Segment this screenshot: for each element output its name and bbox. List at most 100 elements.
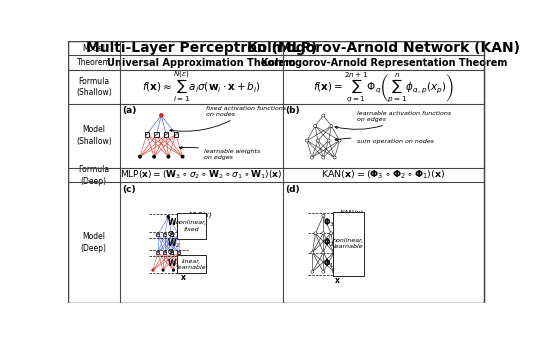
Text: MLP(x): MLP(x) [189, 211, 213, 218]
Circle shape [333, 252, 335, 254]
Circle shape [162, 269, 164, 271]
Circle shape [323, 233, 324, 234]
Circle shape [330, 232, 332, 234]
Circle shape [306, 139, 308, 141]
Text: Kolmogorov-Arnold Representation Theorem: Kolmogorov-Arnold Representation Theorem [260, 58, 507, 68]
FancyBboxPatch shape [157, 251, 159, 254]
Circle shape [323, 157, 324, 158]
Circle shape [312, 252, 313, 254]
Text: $\mathrm{KAN}(\mathbf{x}) = (\mathbf{\Phi}_3 \circ \mathbf{\Phi}_2 \circ \mathbf: $\mathrm{KAN}(\mathbf{x}) = (\mathbf{\Ph… [321, 169, 446, 182]
Circle shape [312, 271, 313, 273]
Circle shape [322, 232, 324, 234]
FancyBboxPatch shape [164, 132, 168, 137]
Text: (d): (d) [285, 185, 300, 194]
Circle shape [334, 271, 335, 272]
Text: $\mathbf{W}_3$: $\mathbf{W}_3$ [167, 217, 180, 229]
Text: $\sigma_2$: $\sigma_2$ [167, 230, 177, 240]
FancyBboxPatch shape [157, 233, 159, 236]
Circle shape [181, 155, 184, 158]
Circle shape [339, 140, 340, 141]
FancyBboxPatch shape [170, 251, 173, 254]
FancyBboxPatch shape [164, 251, 166, 254]
FancyBboxPatch shape [177, 251, 180, 254]
FancyBboxPatch shape [177, 255, 206, 273]
Circle shape [183, 269, 185, 271]
Text: $f(\mathbf{x}) = \sum_{q=1}^{2n+1} \Phi_q \left( \sum_{p=1}^{n} \phi_{q,p}(x_p) : $f(\mathbf{x}) = \sum_{q=1}^{2n+1} \Phi_… [313, 70, 454, 104]
Text: $\mathbf{x}$: $\mathbf{x}$ [180, 273, 187, 283]
Circle shape [315, 125, 316, 126]
Circle shape [172, 269, 174, 271]
Circle shape [139, 155, 141, 158]
Text: learnable activation functions
on edges: learnable activation functions on edges [335, 111, 451, 130]
Text: Kolmogorov-Arnold Network (KAN): Kolmogorov-Arnold Network (KAN) [247, 41, 520, 55]
Text: (b): (b) [285, 106, 300, 115]
Circle shape [333, 271, 335, 273]
FancyBboxPatch shape [177, 214, 206, 239]
Circle shape [314, 232, 316, 234]
Circle shape [339, 139, 341, 141]
Text: Model
(Deep): Model (Deep) [81, 232, 107, 253]
Circle shape [167, 155, 170, 158]
Circle shape [330, 233, 332, 234]
Text: $\mathbf{\Phi}_3$: $\mathbf{\Phi}_3$ [323, 217, 335, 229]
Text: sum operation on nodes: sum operation on nodes [335, 138, 434, 144]
Text: (c): (c) [123, 185, 136, 194]
Circle shape [314, 125, 316, 127]
Circle shape [152, 269, 154, 271]
Text: $\mathbf{W}_2$: $\mathbf{W}_2$ [167, 238, 180, 250]
Circle shape [322, 271, 324, 273]
Text: Multi-Layer Perceptron (MLP): Multi-Layer Perceptron (MLP) [86, 41, 317, 55]
Text: $\mathbf{\Phi}_1$: $\mathbf{\Phi}_1$ [323, 257, 335, 270]
Circle shape [331, 125, 332, 126]
Text: $f(\mathbf{x}) \approx \sum_{i=1}^{N(\varepsilon)} a_i \sigma(\mathbf{w}_i \cdot: $f(\mathbf{x}) \approx \sum_{i=1}^{N(\va… [142, 70, 261, 104]
Circle shape [315, 233, 316, 234]
Circle shape [311, 156, 313, 158]
Text: $\sigma_1$: $\sigma_1$ [167, 248, 177, 258]
FancyBboxPatch shape [177, 233, 180, 236]
Circle shape [330, 125, 333, 127]
FancyBboxPatch shape [174, 132, 178, 137]
Text: $\mathbf{\Phi}_2$: $\mathbf{\Phi}_2$ [323, 237, 335, 249]
Circle shape [322, 115, 325, 117]
Text: learnable weights
on edges: learnable weights on edges [179, 146, 260, 160]
Text: Universal Approximation Theorem: Universal Approximation Theorem [107, 58, 296, 68]
Text: $\mathrm{MLP}(\mathbf{x}) = (\mathbf{W}_3 \circ \sigma_2 \circ \mathbf{W}_2 \cir: $\mathrm{MLP}(\mathbf{x}) = (\mathbf{W}_… [120, 169, 283, 182]
Circle shape [328, 139, 330, 141]
Text: (a): (a) [123, 106, 137, 115]
Circle shape [322, 252, 324, 254]
Circle shape [334, 157, 335, 158]
Text: fixed activation functions
on nodes: fixed activation functions on nodes [170, 106, 287, 132]
FancyBboxPatch shape [154, 132, 159, 137]
FancyBboxPatch shape [333, 212, 365, 276]
FancyBboxPatch shape [145, 132, 149, 137]
Text: Model: Model [82, 44, 105, 53]
Circle shape [306, 140, 307, 141]
Text: Theorem: Theorem [77, 58, 111, 67]
Circle shape [322, 215, 324, 217]
Circle shape [334, 252, 335, 253]
Text: $\mathbf{x}$: $\mathbf{x}$ [334, 276, 341, 285]
Circle shape [318, 140, 319, 141]
Circle shape [323, 115, 324, 116]
Circle shape [317, 139, 319, 141]
Circle shape [323, 252, 324, 253]
Text: Model
(Shallow): Model (Shallow) [76, 125, 112, 146]
Text: KAN(x): KAN(x) [340, 209, 364, 216]
Circle shape [153, 155, 156, 158]
Circle shape [328, 140, 329, 141]
Text: linear,
learnable: linear, learnable [177, 259, 206, 270]
Circle shape [334, 156, 336, 158]
Circle shape [322, 156, 325, 158]
Circle shape [323, 271, 324, 272]
Circle shape [312, 271, 313, 272]
Text: $\mathbf{W}_1$: $\mathbf{W}_1$ [167, 258, 180, 270]
Circle shape [312, 252, 313, 253]
Text: nonlinear,
fixed: nonlinear, fixed [176, 220, 207, 232]
Text: Formula
(Shallow): Formula (Shallow) [76, 76, 112, 97]
Circle shape [167, 216, 170, 218]
Circle shape [160, 114, 163, 117]
Circle shape [311, 157, 313, 158]
Text: Formula
(Deep): Formula (Deep) [78, 165, 110, 186]
Circle shape [323, 215, 324, 216]
FancyBboxPatch shape [164, 233, 166, 236]
